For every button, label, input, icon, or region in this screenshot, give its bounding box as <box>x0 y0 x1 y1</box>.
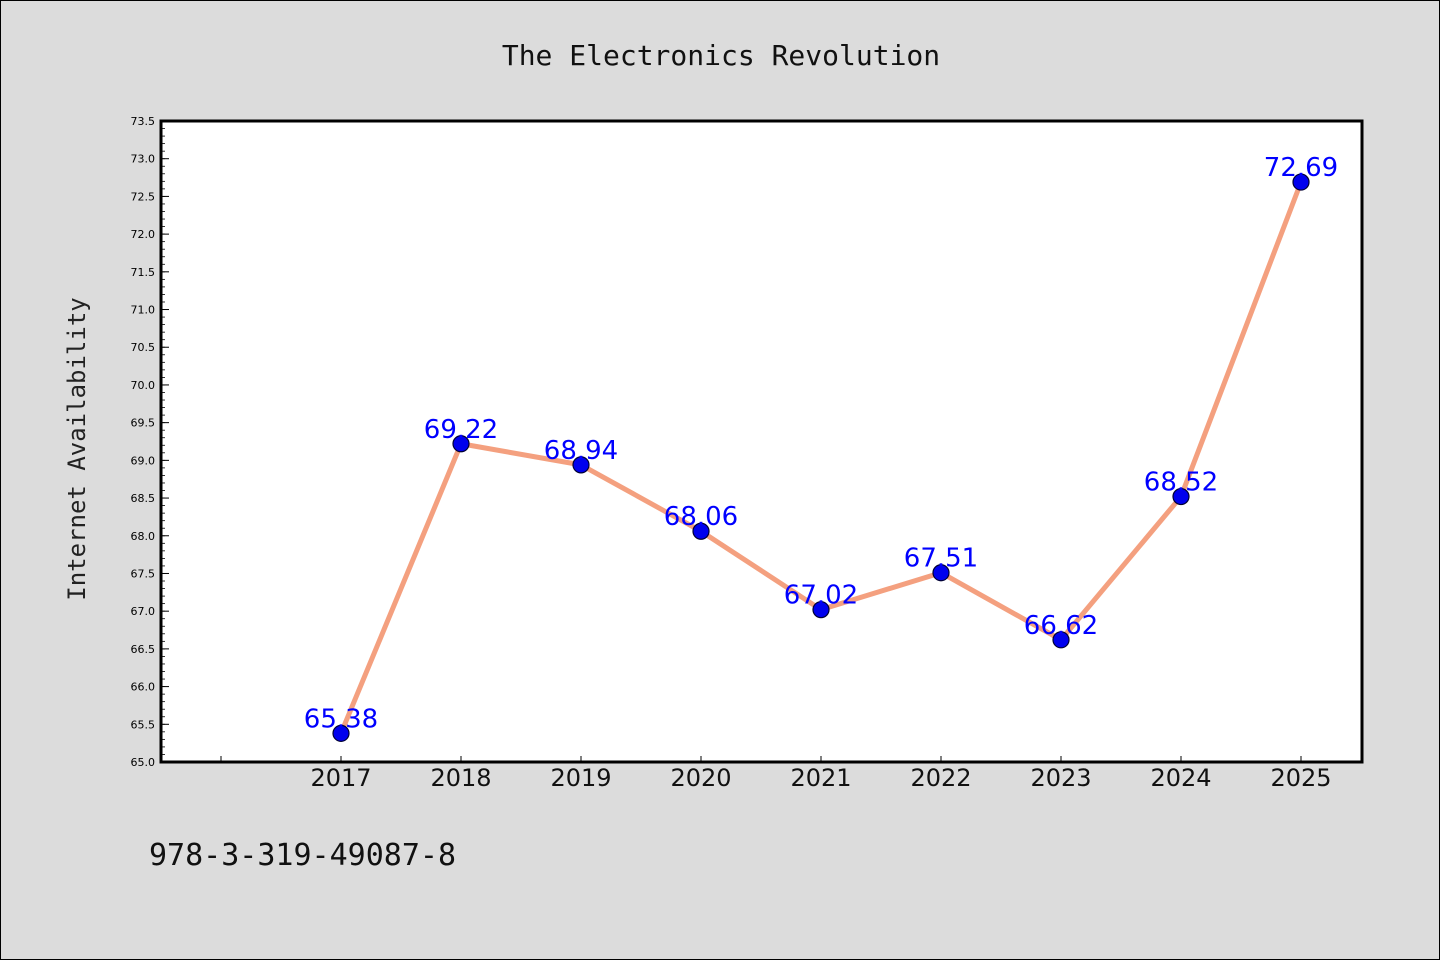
x-tick-label: 2018 <box>430 764 491 792</box>
data-point-marker <box>692 522 710 540</box>
y-tick-label: 70.0 <box>131 379 156 392</box>
x-tick-label: 2025 <box>1270 764 1331 792</box>
y-tick-label: 73.0 <box>131 153 156 166</box>
y-tick-label: 71.0 <box>131 304 156 317</box>
y-tick-label: 67.0 <box>131 605 156 618</box>
x-tick-label: 2021 <box>790 764 851 792</box>
series-layer: 65.38 69.22 68.94 68.06 67.02 67.51 66.62 68.52… <box>304 153 1338 742</box>
y-tick-label: 69.0 <box>131 454 156 467</box>
x-axis: 2017 2018 2019 2020 2021 2022 2023 2024 2025 <box>220 756 1332 792</box>
data-label: 72.69 <box>1264 153 1338 183</box>
data-label: 68.94 <box>544 436 618 466</box>
y-tick-label: 67.5 <box>131 567 156 580</box>
data-label: 65.38 <box>304 704 378 734</box>
y-tick-label: 66.0 <box>131 681 156 694</box>
x-tick-label: 2017 <box>310 764 371 792</box>
y-tick-label: 65.0 <box>131 756 156 769</box>
data-label: 69.22 <box>424 415 498 445</box>
y-tick-label: 70.5 <box>131 341 156 354</box>
data-label: 68.06 <box>664 502 738 532</box>
data-label: 68.52 <box>1144 468 1218 498</box>
x-tick-label: 2020 <box>670 764 731 792</box>
data-label: 67.51 <box>904 544 978 574</box>
y-axis-label: Internet Availability <box>63 297 91 600</box>
y-tick-label: 71.5 <box>131 266 156 279</box>
y-tick-label: 73.5 <box>131 115 156 128</box>
data-label: 66.62 <box>1024 611 1098 641</box>
data-point-marker <box>1052 631 1070 649</box>
data-point-marker <box>332 724 350 742</box>
data-point-marker <box>572 456 590 474</box>
data-point-marker <box>1172 487 1190 506</box>
x-tick-label: 2024 <box>1150 764 1211 792</box>
data-point-marker <box>452 435 470 453</box>
data-point-marker <box>932 564 950 582</box>
y-tick-label: 69.5 <box>131 417 156 430</box>
x-tick-label: 2023 <box>1030 764 1091 792</box>
y-axis: 65.0 65.5 66.0 66.5 67.0 67.5 68.0 68.5 69.0 69.5… <box>131 115 169 769</box>
data-point-marker <box>812 601 830 619</box>
x-tick-label: 2022 <box>910 764 971 792</box>
x-tick-label: 2019 <box>550 764 611 792</box>
data-point-marker <box>1292 173 1310 191</box>
chart-title: The Electronics Revolution <box>502 39 940 72</box>
y-tick-label: 72.0 <box>131 228 156 241</box>
isbn-text: 978-3-319-49087-8 <box>149 838 456 873</box>
y-tick-label: 68.0 <box>131 530 156 543</box>
y-tick-label: 68.5 <box>131 492 156 505</box>
data-label: 67.02 <box>784 581 858 611</box>
y-tick-label: 72.5 <box>131 190 156 203</box>
y-tick-label: 66.5 <box>131 643 156 656</box>
y-tick-label: 65.5 <box>131 718 156 731</box>
plot-area <box>159 119 1364 764</box>
